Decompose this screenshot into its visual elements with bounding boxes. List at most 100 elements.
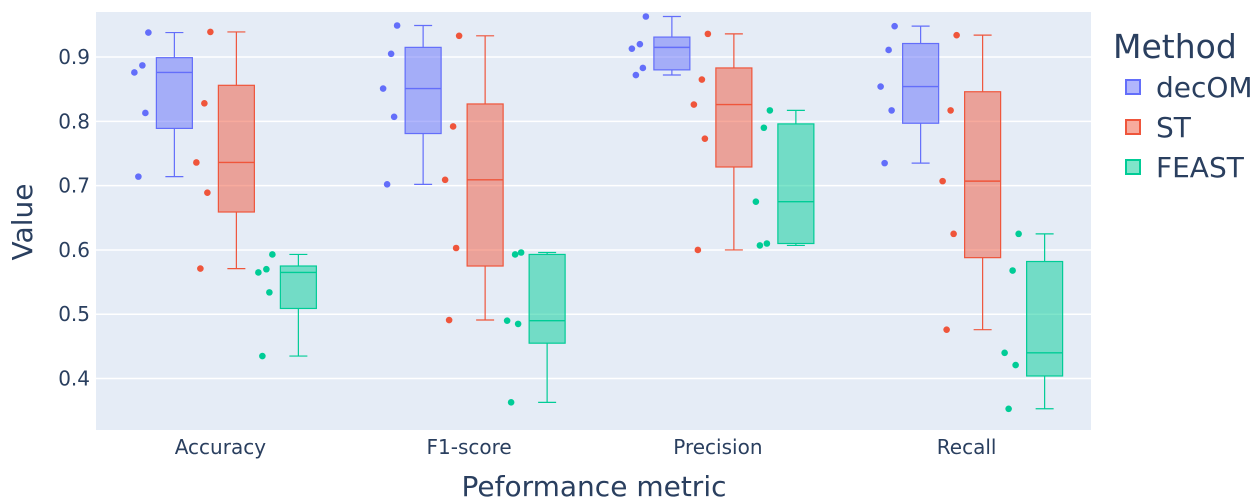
data-point	[507, 399, 515, 406]
data-point	[1009, 267, 1016, 274]
data-point	[636, 40, 644, 48]
series-feast	[255, 107, 1064, 413]
data-point	[888, 107, 895, 114]
data-point	[193, 159, 200, 166]
data-point	[387, 50, 395, 58]
legend-swatch	[1125, 119, 1141, 135]
data-point	[445, 316, 453, 324]
data-point	[877, 83, 884, 90]
y-tick-label: 0.7	[58, 174, 90, 198]
data-point	[379, 85, 387, 92]
box	[155, 57, 193, 129]
data-point	[947, 107, 954, 114]
data-point	[639, 64, 647, 72]
data-point	[704, 30, 712, 38]
data-point	[950, 230, 957, 238]
legend-items: decOM ST FEAST	[1125, 71, 1253, 184]
data-point	[259, 352, 266, 360]
box	[715, 67, 753, 168]
data-point	[455, 32, 463, 40]
data-point	[690, 101, 698, 108]
data-point	[698, 76, 706, 83]
legend: Method decOM ST FEAST	[1113, 27, 1253, 184]
legend-label: ST	[1156, 111, 1192, 144]
data-point	[628, 45, 636, 52]
data-point	[632, 71, 640, 79]
data-point	[760, 124, 768, 132]
legend-swatch	[1125, 79, 1141, 95]
data-point	[953, 31, 960, 39]
y-axis-title: Value	[6, 184, 39, 261]
box	[777, 123, 815, 245]
box	[466, 103, 504, 267]
data-point	[204, 189, 211, 197]
data-point	[142, 109, 149, 117]
data-point	[694, 246, 702, 254]
box	[404, 46, 442, 135]
data-point	[393, 22, 401, 29]
data-point	[511, 251, 519, 258]
data-point	[266, 289, 273, 296]
legend-title: Method	[1113, 27, 1237, 66]
x-axis-ticks: Accuracy F1-score Precision Recall	[175, 435, 997, 459]
data-point	[503, 317, 511, 324]
legend-swatch	[1125, 159, 1141, 175]
data-point	[197, 265, 204, 272]
box	[528, 253, 566, 344]
data-point	[1005, 405, 1012, 413]
data-point	[441, 176, 449, 184]
data-point	[756, 242, 764, 249]
y-tick-label: 0.4	[58, 367, 90, 391]
data-point	[514, 320, 522, 328]
plot-area	[96, 12, 1091, 430]
y-tick-label: 0.8	[58, 109, 90, 133]
data-point	[881, 159, 888, 167]
x-tick-label: Recall	[937, 435, 997, 459]
data-point	[943, 326, 950, 333]
box	[1026, 260, 1064, 377]
y-tick-label: 0.9	[58, 45, 90, 69]
y-axis-ticks: 0.4 0.5 0.6 0.7 0.8 0.9	[58, 45, 90, 391]
y-tick-label: 0.6	[58, 238, 90, 262]
box	[217, 84, 255, 213]
series-layer	[131, 13, 1064, 413]
data-point	[891, 22, 898, 30]
x-tick-label: F1-score	[427, 435, 512, 459]
data-point	[269, 251, 276, 258]
x-axis-title: Peformance metric	[462, 470, 727, 500]
data-point	[207, 28, 214, 36]
data-point	[135, 173, 142, 180]
data-point	[201, 100, 208, 107]
box	[964, 91, 1002, 259]
data-point	[701, 135, 709, 142]
data-point	[449, 123, 457, 130]
x-tick-label: Precision	[673, 435, 762, 459]
data-point	[1012, 361, 1019, 369]
box	[902, 42, 940, 124]
data-point	[642, 13, 650, 20]
data-point	[383, 181, 391, 188]
data-point	[145, 29, 152, 36]
data-point	[139, 62, 146, 69]
data-point	[131, 69, 138, 76]
data-point	[939, 177, 946, 185]
y-tick-label: 0.5	[58, 302, 90, 326]
box	[653, 36, 691, 71]
data-point	[752, 198, 760, 206]
data-point	[763, 240, 771, 247]
data-point	[885, 46, 892, 54]
x-tick-label: Accuracy	[175, 435, 266, 459]
data-point	[390, 113, 398, 121]
legend-label: FEAST	[1156, 151, 1245, 184]
data-point	[255, 269, 262, 276]
series-st	[193, 28, 1002, 333]
data-point	[263, 265, 270, 273]
legend-label: decOM	[1156, 71, 1253, 104]
data-point	[1001, 349, 1008, 357]
data-point	[517, 249, 525, 256]
gridlines	[96, 56, 1091, 380]
data-point	[766, 107, 774, 114]
data-point	[452, 244, 460, 252]
series-decom	[131, 13, 940, 188]
